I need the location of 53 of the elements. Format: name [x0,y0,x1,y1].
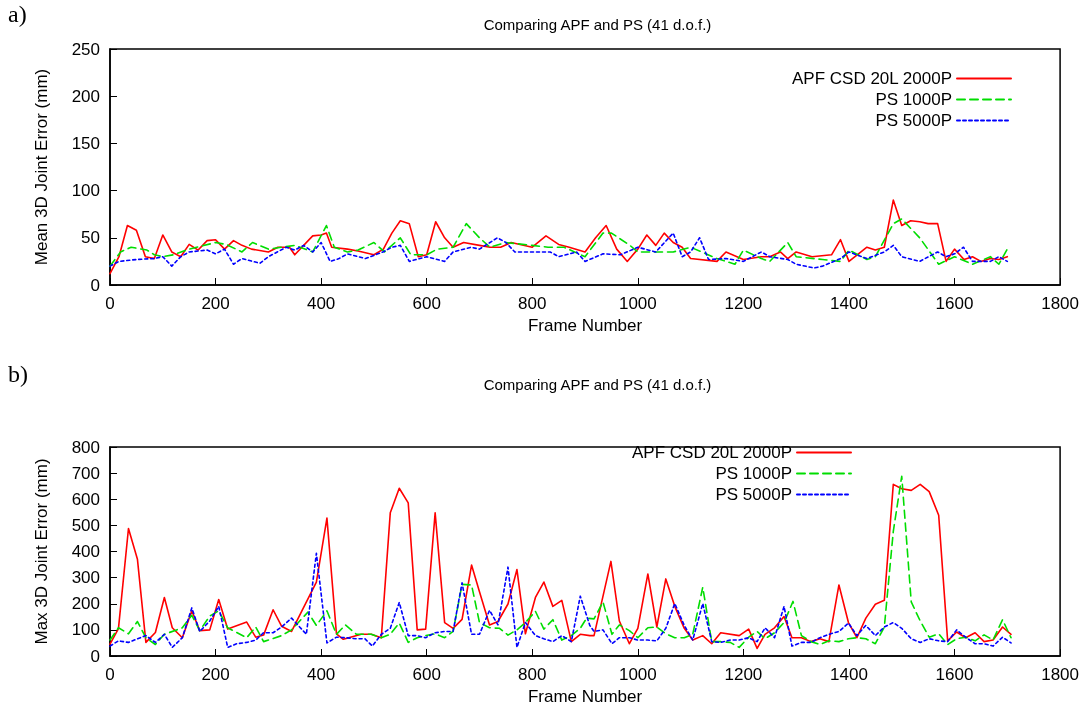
y-tick-label: 50 [81,228,100,248]
chart-title: Comparing APF and PS (41 d.o.f.) [483,376,712,393]
x-tick-label: 1800 [1041,665,1079,684]
y-tick-label: 0 [90,646,100,666]
x-tick-label: 1600 [935,294,974,313]
x-tick-label: 800 [518,294,547,313]
y-tick-label: 100 [71,181,100,201]
x-tick-label: 800 [518,665,547,684]
y-tick-label: 500 [71,515,100,535]
line-series [109,218,1009,267]
x-tick-label: 200 [201,665,230,684]
text: a) [8,1,27,27]
y-tick-label: 300 [71,568,100,588]
legend-label: PS 5000P [875,111,952,130]
x-tick-label: 1800 [1041,294,1079,313]
x-tick-label: 400 [306,665,336,684]
x-tick-label: 200 [201,294,230,313]
x-tick-label: 1200 [724,294,763,313]
y-tick-label: 600 [71,489,100,509]
text: b) [8,361,28,387]
x-tick-label: 0 [105,665,115,684]
x-axis-title: Frame Number [527,315,643,335]
chart-title: Comparing APF and PS (41 d.o.f.) [483,16,712,33]
legend-label: PS 5000P [715,485,792,504]
y-tick-label: 0 [90,275,100,295]
y-tick-label: 200 [71,86,100,106]
y-tick-label: 100 [71,620,100,640]
y-tick-label: 150 [71,133,100,153]
legend-label: PS 1000P [875,90,952,109]
line-series [109,552,1012,649]
x-tick-label: 1000 [618,294,657,313]
x-tick-label: 1400 [830,294,868,313]
y-tick-label: 800 [71,437,100,457]
x-axis-title: Frame Number [527,686,643,706]
line-series [109,232,1009,269]
x-tick-label: 0 [105,294,115,313]
x-tick-label: 600 [412,294,441,313]
legend-label: PS 1000P [715,464,792,483]
x-tick-label: 1200 [724,665,763,684]
x-tick-label: 600 [412,665,441,684]
legend-label: APF CSD 20L 2000P [791,69,952,88]
x-tick-label: 1000 [618,665,657,684]
y-tick-label: 400 [71,542,100,561]
y-axis-title: Mean 3D Joint Error (mm) [32,68,51,266]
x-tick-label: 400 [306,294,336,313]
y-tick-label: 700 [71,463,100,483]
legend-label: APF CSD 20L 2000P [631,443,792,462]
x-tick-label: 1600 [935,665,974,684]
y-axis-title: Max 3D Joint Error (mm) [32,458,51,645]
y-tick-label: 200 [71,594,100,614]
line-series [109,199,1009,275]
x-tick-label: 1400 [830,665,868,684]
y-tick-label: 250 [71,39,100,59]
